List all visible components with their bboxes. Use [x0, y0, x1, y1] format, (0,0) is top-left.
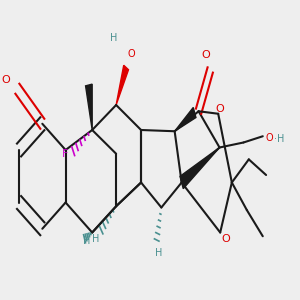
- Polygon shape: [175, 107, 196, 131]
- Text: H: H: [155, 248, 162, 257]
- Text: O: O: [266, 133, 273, 142]
- Polygon shape: [85, 84, 92, 130]
- Text: H: H: [83, 236, 90, 246]
- Polygon shape: [116, 65, 128, 105]
- Text: O: O: [215, 104, 224, 114]
- Text: O: O: [201, 50, 210, 60]
- Text: O: O: [221, 234, 230, 244]
- Text: H: H: [110, 32, 117, 43]
- Text: H: H: [92, 234, 100, 244]
- Text: O: O: [1, 75, 10, 85]
- Text: F: F: [62, 149, 68, 159]
- Polygon shape: [180, 148, 220, 189]
- Text: O: O: [128, 49, 135, 59]
- Text: ·H: ·H: [274, 134, 284, 144]
